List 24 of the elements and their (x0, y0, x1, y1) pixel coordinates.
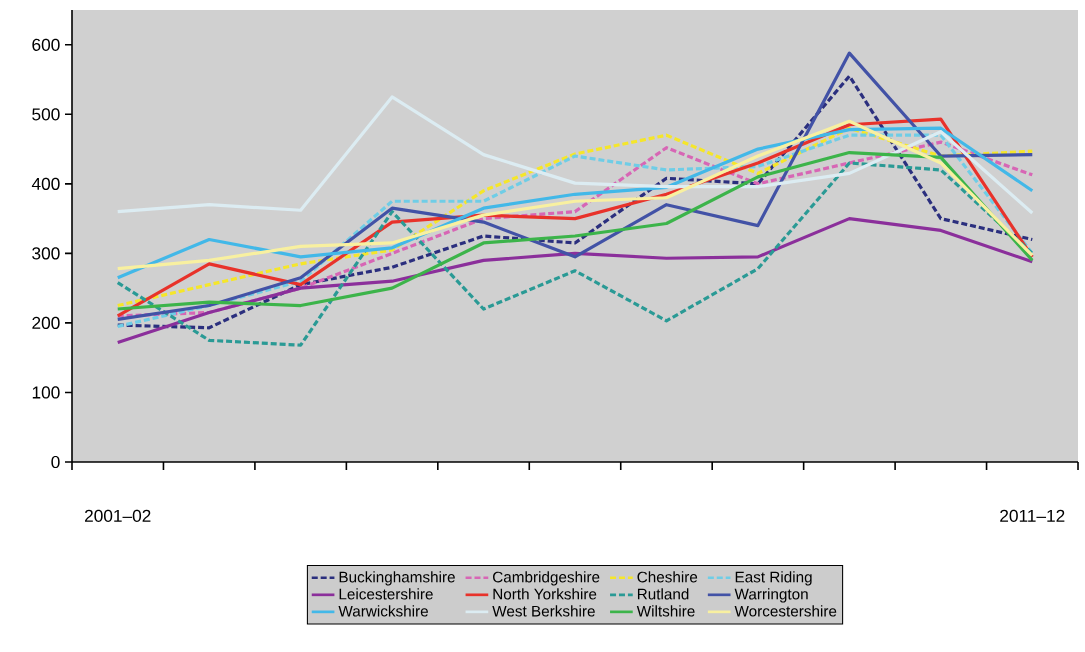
y-tick-label: 200 (32, 316, 60, 330)
x-tick-label: 2001–02 (84, 509, 151, 522)
legend-label: Rutland (637, 588, 689, 600)
legend-label: Warwickshire (338, 605, 428, 617)
legend-label: North Yorkshire (493, 588, 597, 600)
y-tick-label: 600 (32, 38, 60, 51)
y-tick-label: 300 (32, 247, 60, 260)
legend-label: Leicestershire (339, 588, 433, 600)
legend-label: Cheshire (637, 571, 698, 583)
legend-label: Worcestershire (734, 605, 837, 617)
legend-label: East Riding (735, 571, 812, 586)
legend-label: Cambridgeshire (493, 571, 600, 586)
y-tick-label: 500 (32, 108, 60, 121)
y-tick-label: 0 (51, 455, 60, 469)
legend-label: West Berkshire (492, 605, 595, 617)
y-tick-label: 100 (32, 386, 60, 399)
line-series (116, 95, 1034, 215)
x-tick-label: 2011–12 (1000, 509, 1065, 522)
legend-label: Warrington (734, 588, 808, 603)
legend-label: Wiltshire (636, 605, 695, 617)
line-series (116, 161, 1034, 347)
y-tick-label: 400 (31, 177, 60, 190)
line-series (116, 217, 1034, 344)
legend-label: Buckinghamshire (339, 571, 455, 586)
